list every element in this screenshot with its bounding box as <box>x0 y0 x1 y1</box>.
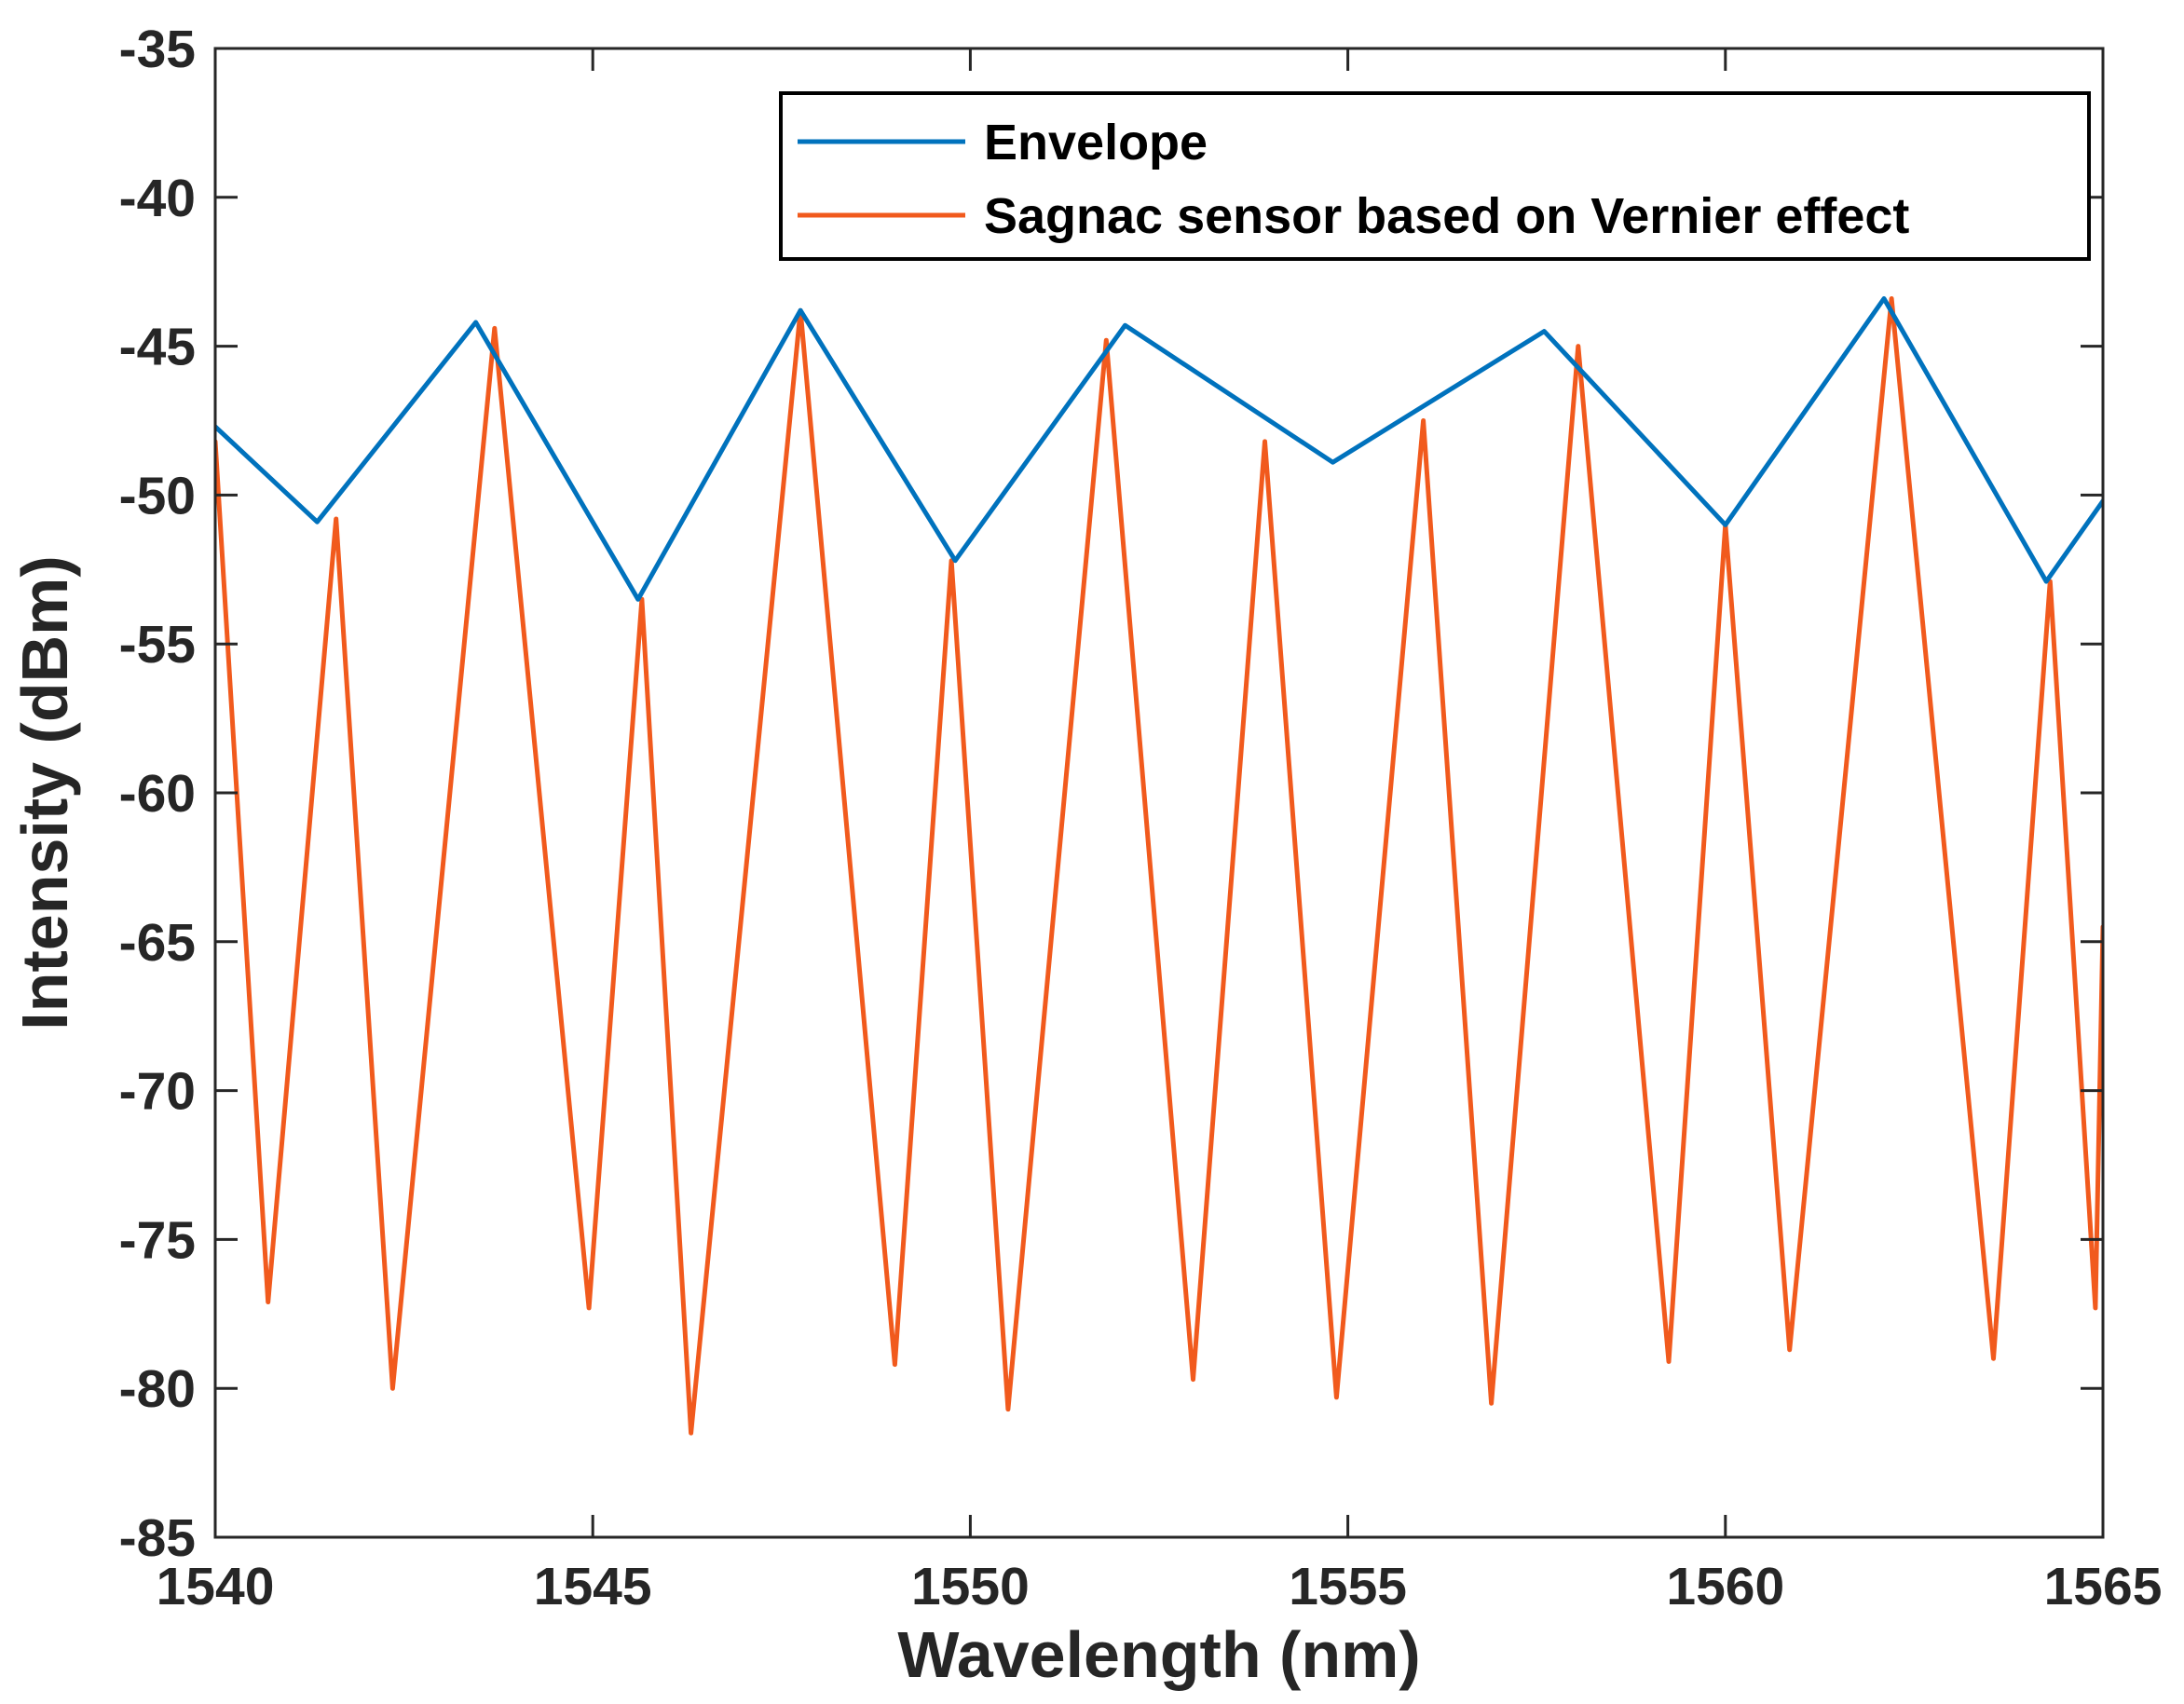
y-tick-label: -80 <box>119 1359 196 1419</box>
legend-label-envelope: Envelope <box>984 115 1208 170</box>
y-tick-label: -75 <box>119 1210 196 1270</box>
series-line-envelope <box>215 296 2103 602</box>
y-tick-label: -65 <box>119 913 196 973</box>
y-tick-labels: -35 -40 -45 -50 -55 -60 -65 -70 -75 -80 -85 <box>119 20 196 1568</box>
y-tick-label: -50 <box>119 466 196 525</box>
series-group <box>215 296 2103 1436</box>
y-tick-label: -35 <box>119 20 196 79</box>
legend: Envelope Sagnac sensor based on Vernier … <box>779 91 2091 261</box>
y-tick-label: -55 <box>119 615 196 675</box>
x-tick-label: 1550 <box>911 1557 1030 1616</box>
y-tick-label: -60 <box>119 764 196 824</box>
x-tick-labels: 1540 1545 1550 1555 1560 1565 <box>157 1557 2163 1616</box>
y-axis-label: Intensity (dBm) <box>8 555 81 1029</box>
legend-label-sagnac: Sagnac sensor based on Vernier effect <box>984 188 1909 244</box>
legend-box <box>779 91 2091 261</box>
x-tick-label: 1555 <box>1289 1557 1407 1616</box>
x-tick-label: 1545 <box>534 1557 652 1616</box>
y-tick-label: -85 <box>119 1508 196 1568</box>
y-tick-label: -45 <box>119 318 196 377</box>
y-tick-label: -40 <box>119 169 196 228</box>
series-line-sagnac <box>215 296 2103 1436</box>
x-tick-label: 1540 <box>157 1557 275 1616</box>
x-tick-label: 1565 <box>2044 1557 2163 1616</box>
y-tick-label: -70 <box>119 1062 196 1122</box>
axis-ticks <box>213 47 2105 1539</box>
x-tick-label: 1560 <box>1666 1557 1784 1616</box>
x-axis-label: Wavelength (nm) <box>897 1618 1420 1691</box>
plot-area <box>215 48 2103 1537</box>
